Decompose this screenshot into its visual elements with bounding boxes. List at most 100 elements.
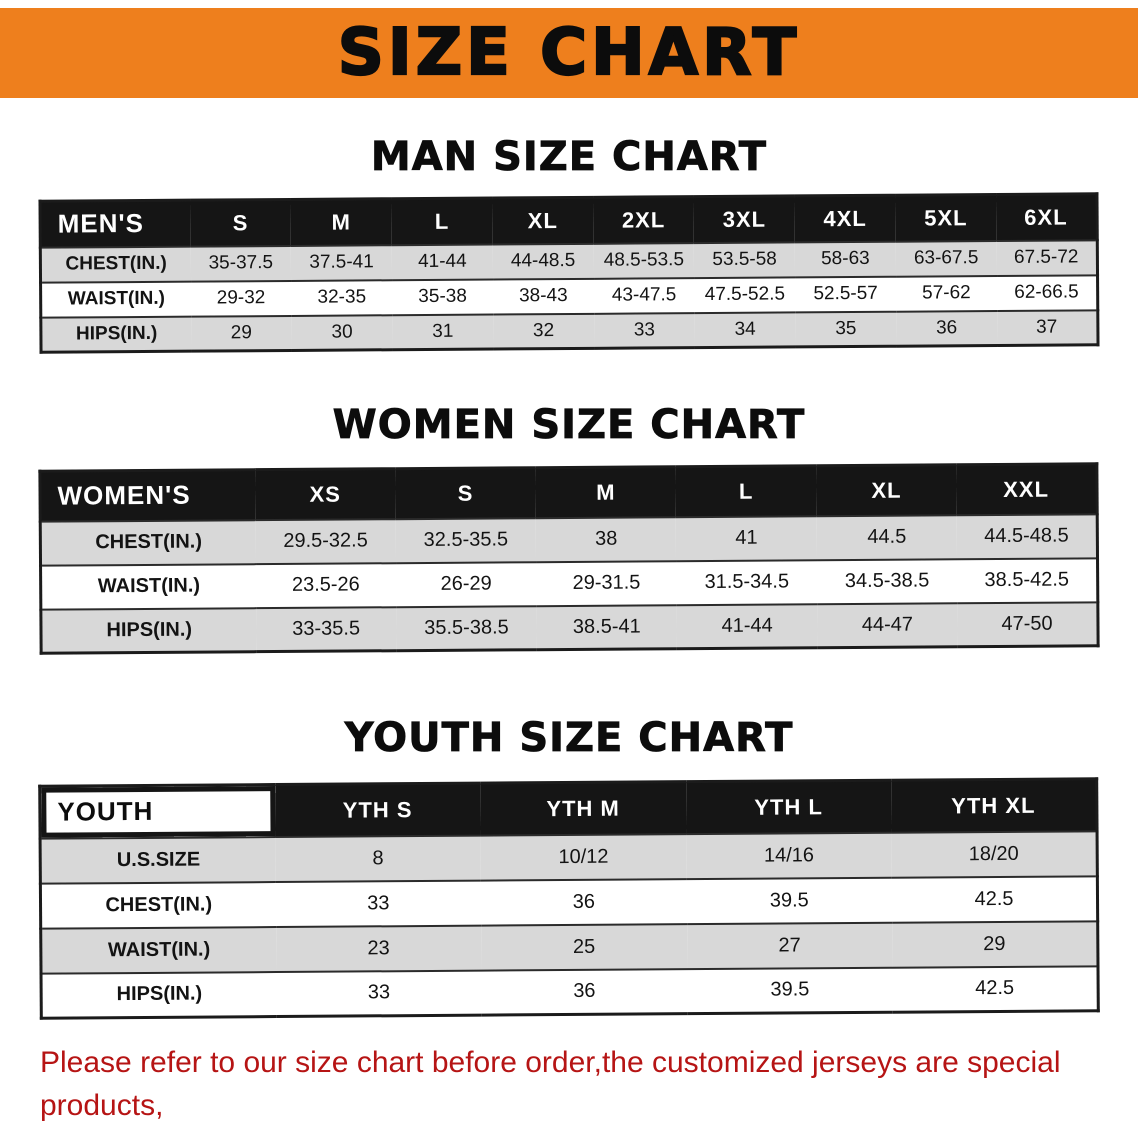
table-title-cell: WOMEN'S — [39, 469, 256, 522]
size-value-cell: 29 — [983, 932, 1006, 955]
size-value-cell: 47-50 — [1001, 612, 1053, 635]
row-label-cell: CHEST(IN.) — [65, 252, 167, 275]
row-label-cell: WAIST(IN.) — [67, 287, 166, 310]
size-header-cell: YTH L — [685, 780, 892, 834]
banner: SIZE CHART — [0, 8, 1138, 98]
youth-chart-heading: YOUTH SIZE CHART — [344, 715, 794, 762]
disclaimer: Please refer to our size chart before or… — [0, 1042, 1138, 1132]
table-title-cell: YOUTH — [39, 784, 276, 839]
women-size-table: WOMEN'S XS S M L XL XXL CHEST(IN.) 29.5-32.5 32.5… — [38, 462, 1100, 655]
measurement-row: HIPS(IN.) 33 36 39.5 42.5 — [41, 965, 1099, 1019]
youth-size-table: YOUTH YTH S YTH M YTH L YTH XL U.S.SIZE 8 10/12… — [38, 777, 1100, 1020]
size-value-cell: 41-44 — [417, 250, 467, 273]
size-value-cell: 39.5 — [770, 978, 810, 1001]
size-value-cell: 32 — [532, 319, 555, 342]
size-value-cell: 27 — [778, 933, 801, 957]
size-value-cell: 42.5 — [974, 887, 1014, 910]
size-value-cell: 29-31.5 — [572, 571, 641, 594]
men-chart-heading: MAN SIZE CHART — [370, 134, 768, 181]
table-header-row: WOMEN'S XS S M L XL XXL — [39, 463, 1098, 522]
size-value-cell: 32-35 — [317, 286, 367, 308]
size-value-cell: 33 — [367, 981, 391, 1004]
size-value-cell: 44.5 — [867, 525, 907, 548]
size-value-cell: 23.5-26 — [291, 573, 360, 596]
size-value-cell: 33 — [633, 319, 655, 341]
measurement-row: WAIST(IN.) 23 25 27 29 — [40, 920, 1098, 974]
women-chart-heading: WOMEN SIZE CHART — [332, 402, 806, 449]
size-value-cell: 44-48.5 — [510, 249, 576, 272]
size-header-cell: 4XL — [794, 195, 896, 242]
size-value-cell: 32.5-35.5 — [423, 528, 509, 552]
size-value-cell: 23 — [367, 936, 390, 959]
size-header-cell: XS — [254, 468, 396, 520]
size-value-cell: 37 — [1036, 316, 1058, 338]
size-value-cell: 34.5-38.5 — [844, 569, 930, 593]
measurement-row: U.S.SIZE 8 10/12 14/16 18/20 — [40, 830, 1098, 884]
size-value-cell: 8 — [372, 846, 384, 869]
size-header-cell: 5XL — [895, 194, 997, 242]
size-value-cell: 36 — [572, 890, 595, 913]
section-men: MAN SIZE CHART MEN'S S M L XL 2XL 3XL 4XL 5XL 6XL… — [0, 134, 1138, 354]
size-value-cell: 44.5-48.5 — [984, 524, 1069, 548]
row-label-cell: HIPS(IN.) — [75, 322, 158, 345]
size-value-cell: 42.5 — [975, 977, 1015, 1000]
row-label-cell: WAIST(IN.) — [107, 938, 211, 961]
size-value-cell: 31.5-34.5 — [704, 570, 790, 594]
size-header-cell: YTH M — [480, 781, 687, 836]
page-title: SIZE CHART — [337, 15, 801, 91]
size-value-cell: 44-47 — [861, 613, 914, 636]
section-youth: YOUTH SIZE CHART YOUTH YTH S YTH M YTH L YTH… — [0, 715, 1138, 1020]
size-value-cell: 30 — [331, 321, 353, 343]
size-header-cell: M — [290, 198, 392, 246]
size-value-cell: 37.5-41 — [309, 251, 374, 273]
measurement-row: CHEST(IN.) 33 36 39.5 42.5 — [40, 875, 1098, 929]
size-header-cell: YTH S — [274, 783, 481, 837]
size-value-cell: 29.5-32.5 — [283, 529, 368, 552]
section-women: WOMEN SIZE CHART WOMEN'S XS S M L XL XXL CHEST(… — [0, 402, 1138, 655]
measurement-row: WAIST(IN.) 23.5-26 26-29 29-31.5 31.5-34.5 34… — [40, 557, 1098, 610]
table-header-row: YOUTH YTH S YTH M YTH L YTH XL — [39, 778, 1098, 839]
size-value-cell: 35.5-38.5 — [424, 616, 509, 639]
size-header-cell: M — [535, 466, 677, 518]
measurement-row: HIPS(IN.) 29 30 31 32 33 34 35 36 37 — [40, 309, 1099, 353]
size-value-cell: 26-29 — [440, 572, 492, 595]
size-value-cell: 43-47.5 — [611, 284, 677, 306]
row-label-cell: WAIST(IN.) — [97, 574, 201, 598]
measurement-row: CHEST(IN.) 29.5-32.5 32.5-35.5 38 41 44.5 44.5… — [40, 513, 1098, 566]
disclaimer-line-2: we don't accept cancel, change, teturn o… — [40, 1127, 1118, 1132]
table-header-row: MEN'S S M L XL 2XL 3XL 4XL 5XL 6XL — [39, 193, 1098, 248]
size-value-cell: 39.5 — [769, 888, 809, 912]
size-header-cell: S — [395, 467, 536, 519]
size-header-cell: L — [391, 198, 493, 245]
size-value-cell: 36 — [935, 317, 958, 339]
size-value-cell: 63-67.5 — [913, 247, 979, 269]
row-label-cell: HIPS(IN.) — [116, 982, 203, 1006]
table-title-cell: MEN'S — [39, 200, 191, 248]
size-value-cell: 67.5-72 — [1013, 246, 1079, 268]
size-value-cell: 25 — [572, 935, 596, 958]
size-value-cell: 38.5-42.5 — [984, 568, 1070, 592]
size-header-cell: XL — [492, 197, 594, 245]
size-value-cell: 29-32 — [216, 287, 266, 309]
size-value-cell: 14/16 — [763, 843, 815, 867]
size-header-cell: L — [675, 465, 817, 517]
size-value-cell: 35-37.5 — [208, 252, 274, 274]
row-label-cell: CHEST(IN.) — [105, 892, 213, 916]
row-label-cell: HIPS(IN.) — [106, 618, 193, 641]
size-value-cell: 38-43 — [518, 285, 568, 307]
measurement-row: HIPS(IN.) 33-35.5 35.5-38.5 38.5-41 41-44 44-… — [40, 601, 1099, 654]
size-header-cell: 6XL — [996, 193, 1098, 241]
size-value-cell: 35-38 — [418, 285, 467, 308]
size-value-cell: 33-35.5 — [292, 617, 361, 640]
size-value-cell: 38 — [594, 527, 618, 550]
size-value-cell: 53.5-58 — [712, 248, 777, 270]
size-value-cell: 10/12 — [558, 845, 609, 868]
row-label-cell: U.S.SIZE — [116, 848, 201, 871]
size-value-cell: 41 — [735, 526, 758, 549]
size-header-cell: 3XL — [693, 195, 795, 243]
size-header-cell: 2XL — [593, 196, 695, 244]
size-value-cell: 47.5-52.5 — [704, 283, 786, 306]
disclaimer-line-1: Please refer to our size chart before or… — [40, 1046, 1061, 1122]
size-value-cell: 29 — [230, 321, 252, 344]
